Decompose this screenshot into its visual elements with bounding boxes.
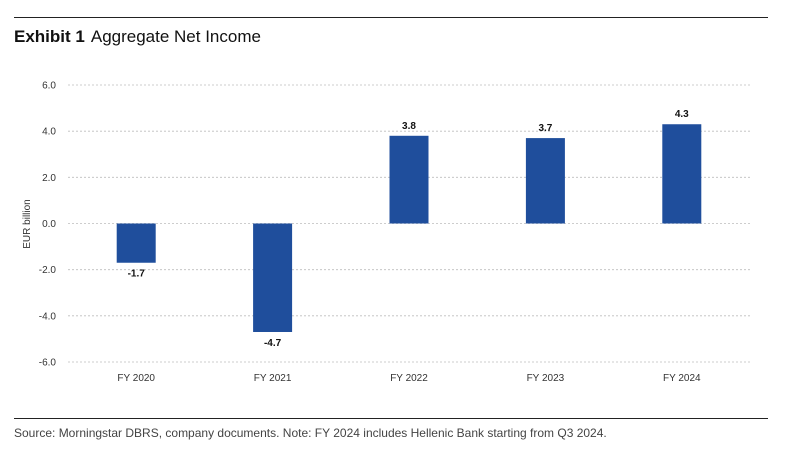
data-labels: -1.7 -4.7 3.8 3.7 4.3: [128, 109, 690, 349]
y-tick-label: -6.0: [39, 358, 57, 369]
x-axis-labels: FY 2020 FY 2021 FY 2022 FY 2023 FY 2024: [117, 373, 701, 384]
x-tick-label: FY 2022: [390, 373, 428, 384]
bars: [116, 124, 702, 332]
data-label: 3.7: [538, 123, 552, 134]
y-tick-label: 4.0: [42, 127, 56, 138]
y-axis: 6.0 4.0 2.0 0.0 -2.0 -4.0 -6.0: [39, 81, 57, 369]
y-tick-label: -4.0: [39, 311, 57, 322]
x-tick-label: FY 2021: [254, 373, 292, 384]
data-label: 3.8: [402, 121, 416, 132]
bar: [116, 223, 156, 263]
y-axis-label: EUR billion: [22, 199, 33, 248]
bar: [662, 124, 702, 224]
top-rule: [14, 17, 768, 18]
exhibit-title: Exhibit 1 Aggregate Net Income: [14, 27, 261, 47]
data-label: -4.7: [264, 338, 282, 349]
bar: [253, 223, 293, 332]
y-tick-label: -2.0: [39, 265, 57, 276]
data-label: 4.3: [675, 109, 689, 120]
bar: [525, 138, 565, 224]
bar: [389, 135, 429, 224]
y-tick-label: 6.0: [42, 81, 56, 92]
x-tick-label: FY 2023: [527, 373, 565, 384]
x-tick-label: FY 2024: [663, 373, 701, 384]
data-label: -1.7: [128, 269, 146, 280]
y-tick-label: 2.0: [42, 173, 56, 184]
source-note: Source: Morningstar DBRS, company docume…: [14, 426, 607, 440]
x-tick-label: FY 2020: [117, 373, 155, 384]
exhibit-title-text: Aggregate Net Income: [90, 27, 261, 46]
bottom-rule: [14, 418, 768, 419]
y-tick-label: 0.0: [42, 219, 56, 230]
exhibit-label: Exhibit 1: [14, 27, 85, 46]
